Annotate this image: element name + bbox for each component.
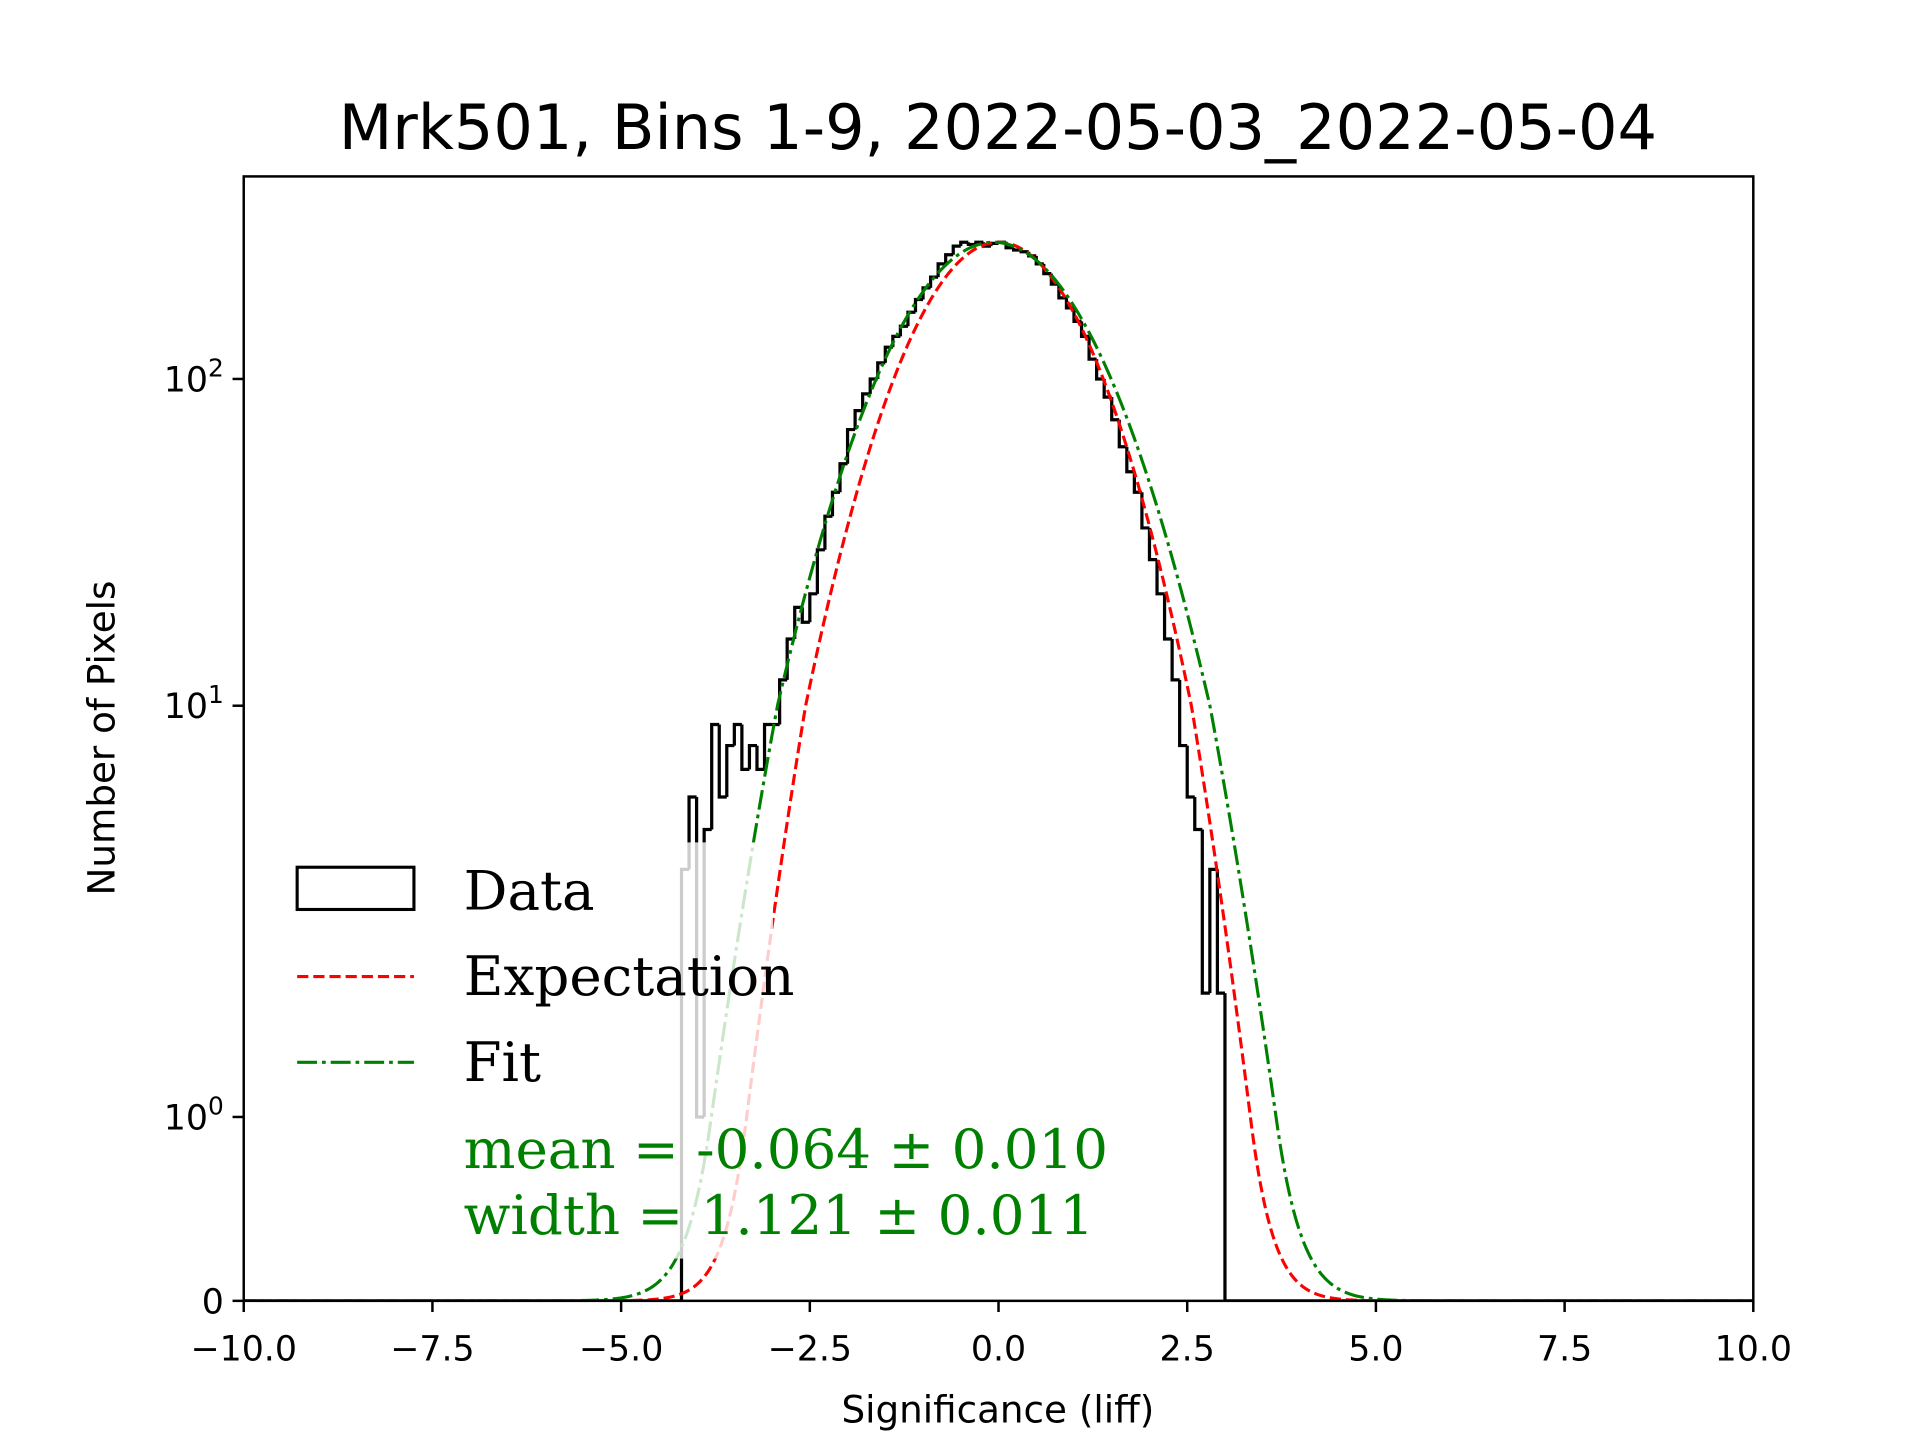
hist-bin — [778, 678, 788, 725]
hist-bin — [823, 514, 833, 550]
y-tick-label: 100 — [164, 1091, 224, 1138]
hist-bin — [725, 743, 735, 797]
x-tick-label: −10.0 — [190, 1329, 297, 1369]
fit-curve — [243, 240, 1754, 1301]
x-tick-label: 2.5 — [1160, 1329, 1215, 1369]
hist-bin — [838, 462, 848, 493]
hist-bin — [808, 592, 818, 623]
hist-bin — [1185, 745, 1195, 799]
x-tick-label: 5.0 — [1348, 1329, 1403, 1369]
hist-bin — [944, 253, 954, 264]
x-tick-label: −2.5 — [768, 1329, 852, 1369]
hist-bin — [710, 722, 720, 830]
hist-bin — [1200, 829, 1210, 995]
x-axis-ticks: −10.0 −7.5 −5.0 −2.5 0.0 2.5 5.0 7.5 10.0 — [190, 1300, 1792, 1369]
hist-bin — [974, 240, 984, 245]
x-tick-label: 7.5 — [1537, 1329, 1592, 1369]
y-axis-ticks: 0 100 101 102 — [164, 353, 244, 1322]
hist-bin — [1215, 869, 1225, 995]
hist-bin — [845, 427, 856, 464]
hist-bin — [959, 240, 969, 247]
hist-bin — [1147, 527, 1158, 562]
fit-mean-annotation: mean = -0.064 ± 0.010 — [464, 1117, 1108, 1181]
y-tick-label: 0 — [202, 1282, 224, 1322]
hist-bin — [951, 244, 961, 255]
hist-bin — [1178, 679, 1188, 748]
chart-title: Mrk501, Bins 1-9, 2022-05-03_2022-05-04 — [339, 91, 1657, 164]
hist-bin — [1087, 336, 1097, 361]
hist-bin — [815, 548, 825, 594]
x-axis-label: Significance (liff) — [842, 1388, 1155, 1432]
legend-label-expectation: Expectation — [464, 944, 795, 1008]
hist-bin — [966, 242, 976, 247]
hist-bin — [800, 607, 810, 624]
hist-bin — [1208, 867, 1218, 994]
legend: Data Expectation Fit mean = -0.064 ± 0.0… — [276, 842, 1108, 1259]
hist-bin — [861, 392, 871, 411]
y-axis-label: Number of Pixels — [80, 581, 124, 896]
hist-bin — [921, 286, 931, 300]
hist-bin — [1110, 397, 1120, 422]
hist-bin — [1125, 446, 1135, 474]
hist-bin — [755, 745, 765, 772]
hist-bin — [1162, 593, 1173, 641]
hist-bin — [762, 722, 773, 770]
legend-data-swatch — [295, 865, 416, 912]
hist-bin — [1155, 559, 1165, 596]
hist-bin — [1170, 639, 1180, 682]
legend-label-data: Data — [464, 858, 595, 922]
fit-width-annotation: width = 1.121 ± 0.011 — [464, 1183, 1094, 1247]
legend-frame — [276, 842, 774, 1259]
x-tick-label: −5.0 — [579, 1329, 663, 1369]
model-curves — [243, 240, 1754, 1301]
hist-bin — [732, 722, 742, 746]
y-tick-label: 101 — [164, 680, 224, 727]
legend-label-fit: Fit — [464, 1030, 541, 1094]
hist-bin — [747, 743, 757, 770]
hist-bin — [717, 724, 727, 799]
hist-bin — [1193, 796, 1203, 832]
x-tick-label: 0.0 — [971, 1329, 1026, 1369]
hist-bin — [830, 490, 841, 517]
hist-bin — [853, 408, 863, 430]
hist-bin — [740, 724, 750, 772]
hist-bin — [913, 297, 924, 313]
x-tick-label: 10.0 — [1715, 1329, 1792, 1369]
y-tick-label: 102 — [164, 353, 224, 400]
x-tick-label: −7.5 — [390, 1329, 474, 1369]
hist-bin — [928, 275, 939, 288]
